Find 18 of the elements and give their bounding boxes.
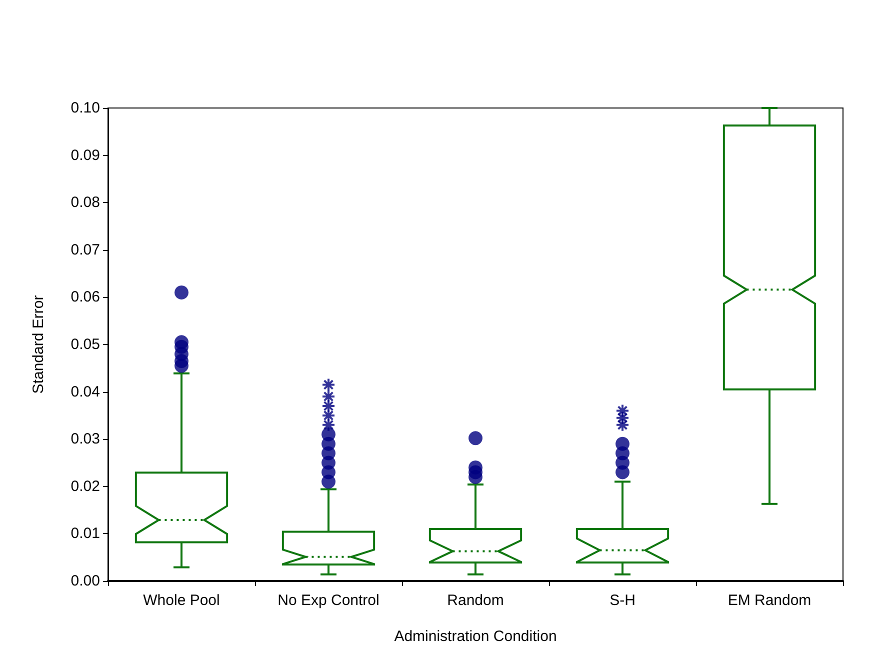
y-tick-label: 0.01: [70, 525, 100, 542]
y-tick-label: 0.07: [70, 241, 100, 258]
y-axis-title: Standard Error: [30, 295, 47, 394]
x-tick-label: Random: [447, 592, 504, 609]
x-axis-title: Administration Condition: [394, 628, 557, 645]
x-tick-label: Whole Pool: [143, 592, 220, 609]
y-tick-label: 0.09: [70, 146, 100, 164]
y-tick-label: 0.10: [70, 100, 100, 116]
y-tick-label: 0.03: [70, 430, 100, 448]
x-tick-label: No Exp Control: [278, 592, 380, 609]
y-tick-label: 0.08: [70, 194, 100, 212]
y-tick-label: 0.02: [70, 478, 100, 495]
y-tick-label: 0.00: [70, 572, 100, 590]
y-tick-label: 0.06: [70, 288, 100, 306]
y-tick-label: 0.05: [70, 336, 100, 353]
x-tick-label: S-H: [610, 592, 636, 609]
y-tick-label: 0.04: [70, 383, 100, 400]
x-tick-label: EM Random: [728, 592, 812, 609]
